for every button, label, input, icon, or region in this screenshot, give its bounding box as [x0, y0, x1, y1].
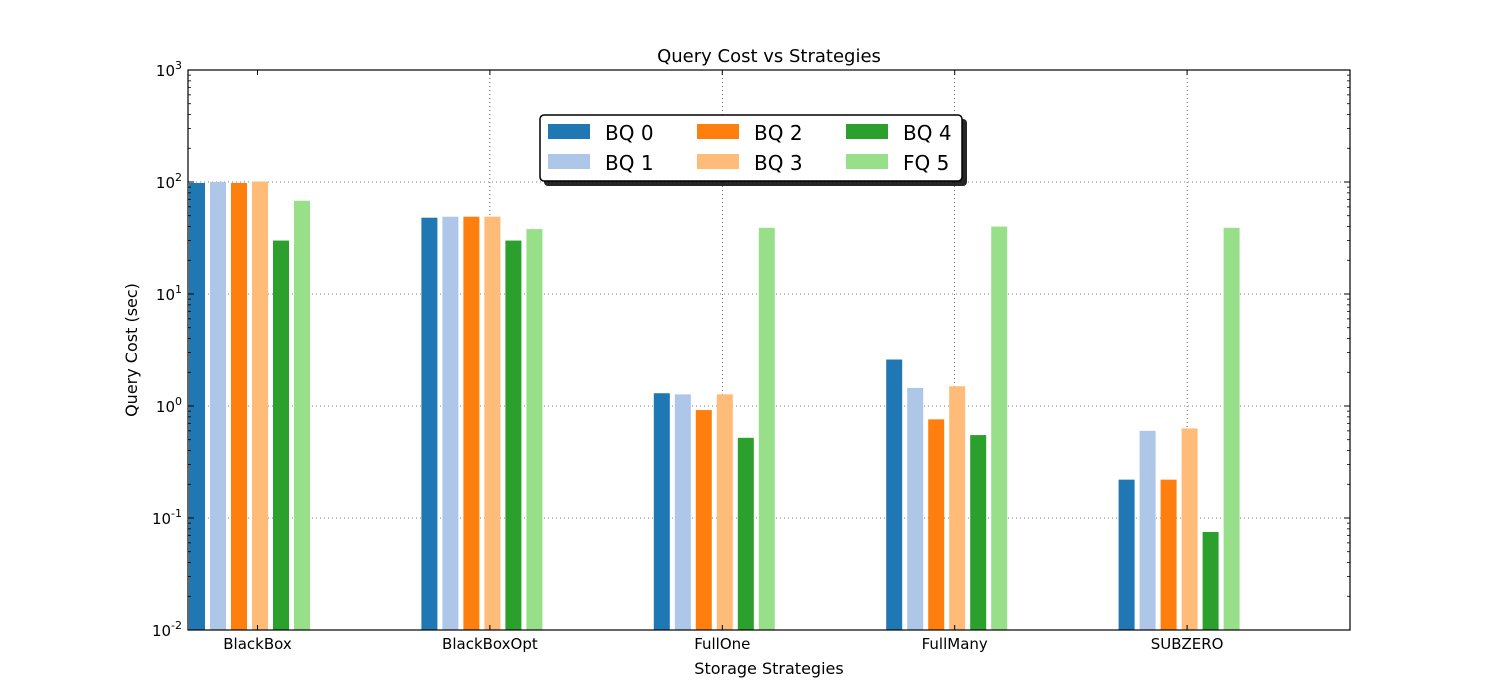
x-axis-label: Storage Strategies: [694, 659, 843, 678]
legend-swatch: [846, 154, 888, 169]
bar-bq-3-blackboxopt: [484, 216, 501, 630]
bar-bq-4-fullmany: [970, 435, 987, 630]
bar-fq-5-blackboxopt: [526, 229, 543, 630]
bar-bq-0-fullone: [653, 393, 670, 630]
y-axis-label: Query Cost (sec): [122, 283, 141, 417]
bar-fq-5-fullone: [758, 227, 775, 630]
x-tick-label: SUBZERO: [1151, 635, 1224, 653]
bar-bq-2-blackbox: [231, 182, 247, 631]
bar-bq-3-subzero: [1181, 428, 1198, 630]
bar-bq-4-blackbox: [273, 240, 289, 630]
y-tick-label: 10-2: [152, 619, 182, 640]
bar-bq-4-subzero: [1202, 531, 1219, 630]
bar-bq-2-subzero: [1160, 479, 1177, 630]
bar-bq-2-blackboxopt: [463, 216, 480, 630]
legend-label: BQ 4: [903, 121, 952, 145]
legend: BQ 0 BQ 1 BQ 2 BQ 3 BQ 4 FQ 5: [539, 114, 967, 186]
ticks: BlackBox BlackBoxOpt FullOne FullMany SUBZER…: [152, 59, 1350, 653]
bar-bq-4-fullone: [737, 437, 754, 630]
bar-bq-1-blackbox: [210, 182, 226, 630]
y-tick-label: 101: [156, 283, 182, 304]
y-tick-label: 100: [156, 395, 182, 416]
plot-frame: [187, 69, 1351, 631]
x-tick-label: FullMany: [922, 635, 988, 653]
bar-bq-1-subzero: [1139, 430, 1156, 630]
bar-fq-5-blackbox: [294, 200, 310, 630]
bar-bq-1-fullone: [674, 394, 691, 630]
x-tick-label: FullOne: [694, 635, 750, 653]
bar-bq-0-fullmany: [886, 359, 903, 630]
bar-bq-3-fullone: [716, 394, 733, 630]
bar-bq-3-fullmany: [949, 386, 966, 630]
legend-swatch: [697, 154, 739, 169]
bar-bq-0-blackboxopt: [421, 217, 438, 630]
x-tick-label: BlackBoxOpt: [442, 635, 538, 653]
bars: [189, 181, 1240, 631]
legend-swatch: [697, 124, 739, 139]
legend-label: BQ 2: [754, 121, 803, 145]
bar-bq-1-blackboxopt: [442, 216, 459, 630]
bar-bq-1-fullmany: [907, 387, 924, 630]
legend-label: BQ 0: [605, 121, 654, 145]
bar-bq-3-blackbox: [252, 181, 268, 631]
legend-swatch: [548, 124, 590, 139]
y-tick-label: 10-1: [152, 507, 182, 528]
y-tick-label: 102: [156, 171, 182, 192]
bar-bq-4-blackboxopt: [505, 240, 522, 630]
bar-bq-2-fullone: [695, 410, 712, 630]
bar-fq-5-fullmany: [991, 226, 1008, 630]
x-tick-label: BlackBox: [223, 635, 292, 653]
bar-bq-0-subzero: [1118, 479, 1135, 630]
legend-swatch: [846, 124, 888, 139]
legend-label: FQ 5: [903, 151, 949, 175]
y-tick-label: 103: [156, 59, 182, 80]
legend-box: [539, 114, 963, 182]
bar-bq-2-fullmany: [928, 419, 945, 630]
legend-label: BQ 1: [605, 151, 654, 175]
bar-fq-5-subzero: [1223, 227, 1240, 630]
legend-label: BQ 3: [754, 151, 803, 175]
legend-swatch: [548, 154, 590, 169]
chart-title: Query Cost vs Strategies: [657, 46, 881, 67]
